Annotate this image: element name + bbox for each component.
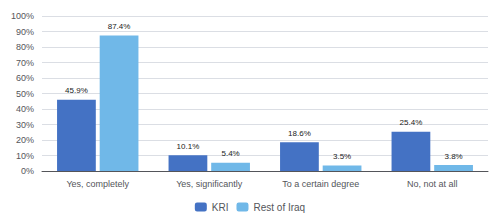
svg-text:10%: 10%	[16, 151, 34, 161]
svg-text:18.6%: 18.6%	[288, 129, 311, 138]
svg-text:100%: 100%	[11, 11, 34, 21]
svg-text:87.4%: 87.4%	[108, 22, 131, 31]
svg-text:90%: 90%	[16, 27, 34, 37]
svg-text:0%: 0%	[21, 166, 34, 176]
svg-text:To a certain degree: To a certain degree	[282, 179, 359, 189]
svg-text:3.8%: 3.8%	[444, 152, 462, 161]
svg-text:20%: 20%	[16, 135, 34, 145]
svg-text:50%: 50%	[16, 89, 34, 99]
svg-text:60%: 60%	[16, 73, 34, 83]
svg-text:30%: 30%	[16, 120, 34, 130]
svg-text:25.4%: 25.4%	[400, 118, 423, 127]
svg-text:5.4%: 5.4%	[221, 149, 239, 158]
svg-text:10.1%: 10.1%	[177, 142, 200, 151]
svg-text:80%: 80%	[16, 42, 34, 52]
svg-text:40%: 40%	[16, 104, 34, 114]
svg-text:KRI: KRI	[212, 202, 229, 213]
svg-text:Yes, significantly: Yes, significantly	[176, 179, 243, 189]
svg-text:Yes, completely: Yes, completely	[66, 179, 129, 189]
svg-text:45.9%: 45.9%	[65, 86, 88, 95]
svg-text:No, not at all: No, not at all	[407, 179, 458, 189]
svg-text:70%: 70%	[16, 58, 34, 68]
svg-text:Rest of Iraq: Rest of Iraq	[253, 202, 305, 213]
svg-text:3.5%: 3.5%	[333, 152, 351, 161]
